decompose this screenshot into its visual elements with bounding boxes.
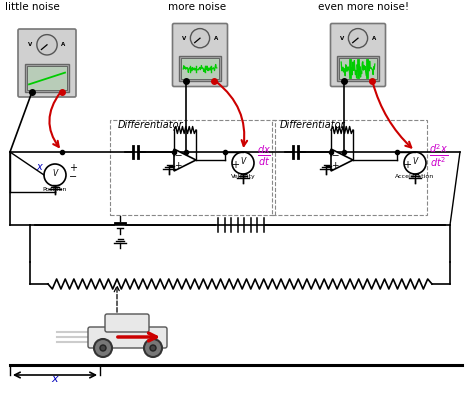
Text: A: A [213, 36, 218, 41]
Text: Velocity: Velocity [231, 174, 255, 179]
Text: V: V [52, 170, 58, 178]
Polygon shape [331, 149, 353, 171]
Text: Differentiator: Differentiator [280, 120, 346, 130]
Text: +: + [331, 161, 339, 170]
Text: V: V [340, 36, 345, 41]
Circle shape [44, 164, 66, 186]
Text: A: A [61, 42, 66, 47]
Text: $x$: $x$ [36, 162, 44, 172]
Bar [27, 66, 67, 90]
Text: +: + [403, 160, 411, 170]
Text: $\frac{dx}{dt}$: $\frac{dx}{dt}$ [257, 144, 271, 168]
Text: +: + [231, 160, 239, 170]
Text: even more noise!: even more noise! [318, 2, 409, 12]
Text: little noise: little noise [5, 2, 60, 12]
FancyBboxPatch shape [88, 327, 167, 348]
FancyBboxPatch shape [105, 314, 149, 332]
Bar [272, 120, 427, 215]
Text: A: A [371, 36, 376, 41]
FancyBboxPatch shape [18, 29, 76, 97]
FancyBboxPatch shape [172, 24, 228, 86]
Text: −: − [69, 172, 77, 182]
Bar [110, 120, 275, 215]
Text: V: V [28, 42, 33, 47]
Text: −: − [231, 148, 239, 158]
Text: −: − [403, 148, 411, 158]
Circle shape [150, 345, 156, 351]
Bar [337, 56, 379, 81]
Circle shape [232, 152, 254, 174]
Text: more noise: more noise [168, 2, 226, 12]
Text: $x$: $x$ [51, 374, 59, 384]
Text: Position: Position [43, 187, 67, 192]
Circle shape [100, 345, 106, 351]
Bar [179, 56, 221, 81]
Text: −: − [331, 150, 339, 159]
Circle shape [404, 152, 426, 174]
Circle shape [94, 339, 112, 357]
Text: +: + [174, 161, 182, 170]
Circle shape [37, 35, 57, 55]
Text: V: V [240, 158, 245, 166]
Bar [181, 58, 219, 79]
Bar [25, 64, 69, 92]
Text: V: V [413, 158, 418, 166]
Text: V: V [182, 36, 186, 41]
Circle shape [144, 339, 162, 357]
Circle shape [190, 28, 210, 48]
Text: Acceleration: Acceleration [396, 174, 435, 179]
Text: Differentiator: Differentiator [118, 120, 184, 130]
Text: +: + [69, 163, 77, 173]
Text: $\frac{d^2x}{dt^2}$: $\frac{d^2x}{dt^2}$ [429, 143, 448, 169]
FancyBboxPatch shape [330, 24, 386, 86]
Text: −: − [174, 150, 182, 159]
Bar [339, 58, 377, 79]
Polygon shape [174, 149, 196, 171]
Circle shape [348, 28, 368, 48]
